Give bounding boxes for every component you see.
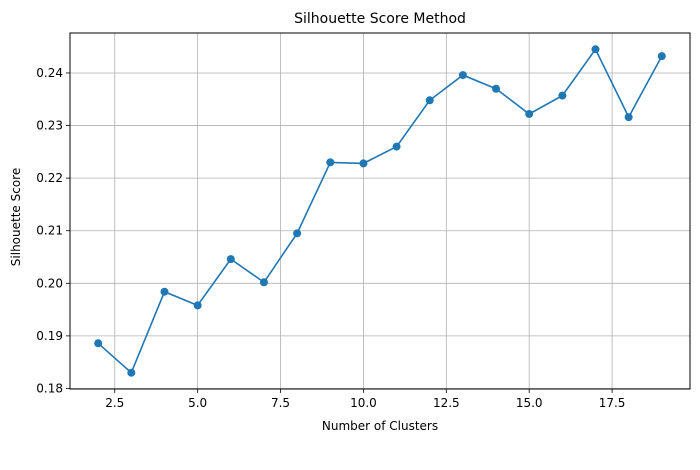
y-tick-label: 0.18 [36, 381, 63, 395]
data-point-2 [94, 339, 103, 348]
y-tick-label: 0.24 [36, 66, 63, 80]
x-tick-label: 10.0 [350, 396, 377, 410]
series-layer [94, 45, 666, 377]
data-point-19 [657, 52, 666, 61]
series-line [97, 47, 663, 375]
data-point-8 [293, 229, 302, 238]
data-point-17 [591, 45, 600, 54]
y-tick-label: 0.22 [36, 171, 63, 185]
y-tick-label: 0.19 [36, 329, 63, 343]
data-point-15 [525, 109, 534, 118]
data-point-12 [425, 96, 434, 105]
y-tick-label: 0.21 [36, 224, 63, 238]
x-tick-label: 7.5 [271, 396, 290, 410]
data-point-7 [259, 278, 268, 287]
x-tick-label: 2.5 [105, 396, 124, 410]
plot-area-frame [69, 32, 691, 390]
x-axis-title: Number of Clusters [322, 419, 438, 433]
data-point-4 [160, 287, 169, 296]
data-point-14 [492, 84, 501, 93]
y-tick-label: 0.20 [36, 276, 63, 290]
data-point-11 [392, 142, 401, 151]
x-tick-label: 12.5 [433, 396, 460, 410]
x-tick-label: 5.0 [188, 396, 207, 410]
chart-title: Silhouette Score Method [294, 11, 466, 27]
grid [70, 33, 690, 389]
data-point-5 [193, 301, 202, 310]
data-point-13 [458, 71, 467, 80]
x-tick-label: 17.5 [599, 396, 626, 410]
y-axis-title: Silhouette Score [9, 168, 23, 266]
data-point-9 [326, 158, 335, 167]
ticks: 2.5 5.0 7.5 10.0 12.5 15.0 17.5 0.18 0.19 0.20 0.2… [36, 66, 625, 410]
data-point-3 [127, 368, 136, 377]
data-point-6 [226, 255, 235, 264]
data-point-10 [359, 159, 368, 168]
data-point-16 [558, 91, 567, 100]
y-tick-label: 0.23 [36, 119, 63, 133]
data-point-18 [624, 113, 633, 122]
x-tick-label: 15.0 [516, 396, 543, 410]
